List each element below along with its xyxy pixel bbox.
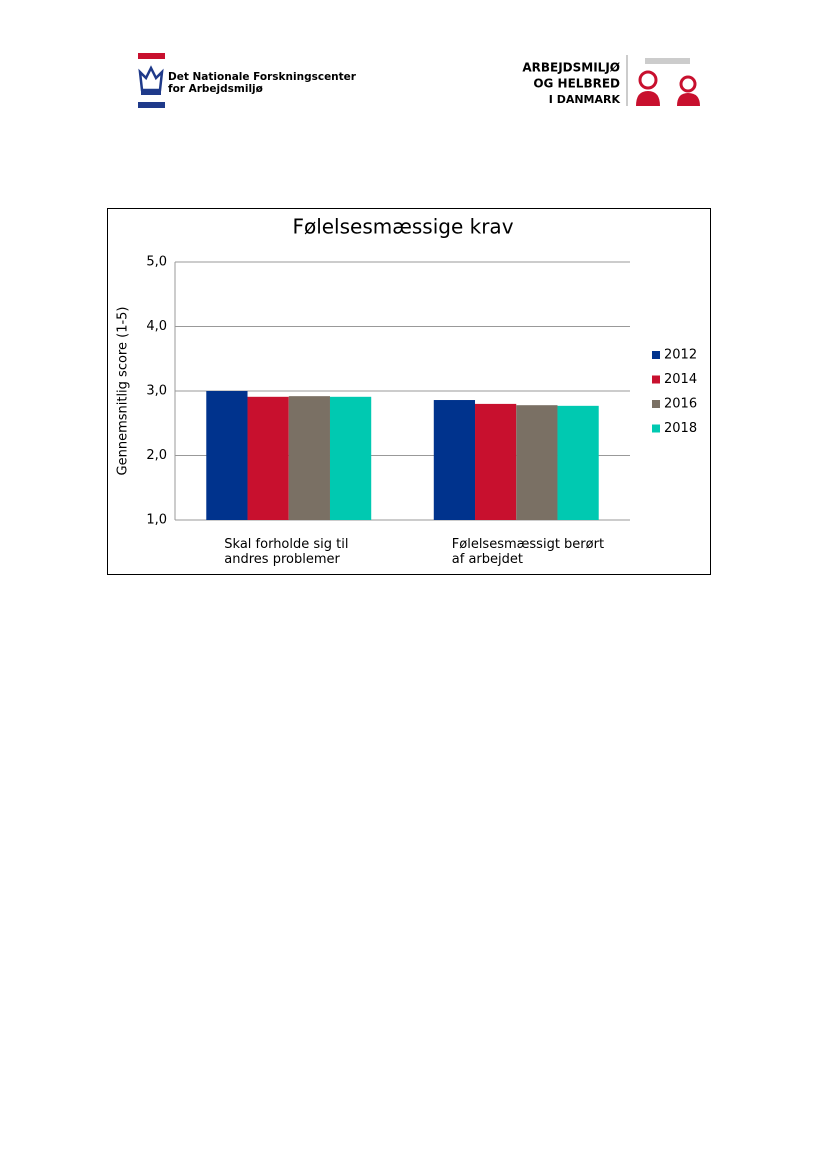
stripe [138,53,165,59]
skyline [645,58,690,64]
bar [475,403,517,520]
y-axis-label: Gennemsnitlig score (1-5) [116,307,131,476]
plot: 1,0 2,0 3,0 4,0 5,0 2012 2014 2016 2018 [146,255,697,528]
y-tick-label: 5,0 [146,255,167,270]
bar [516,405,558,520]
legend-swatch [652,351,660,359]
logo-text: for Arbejdsmiljø [168,83,263,95]
right-logo: ARBEJDSMILJØ OG HELBRED I DANMARK [522,55,700,106]
person-icon [679,75,697,93]
legend-label: 2018 [664,421,697,436]
crown-base [141,91,161,95]
legend-swatch [652,400,660,408]
person-icon [677,93,700,106]
logo-text: ARBEJDSMILJØ [522,61,620,75]
legend-label: 2012 [664,348,697,363]
crown-icon [138,65,164,92]
logo-text: OG HELBRED [533,77,620,91]
y-tick-label: 1,0 [146,513,167,528]
legend-swatch [652,424,660,433]
chart-title: Følelsesmæssige krav [292,215,513,239]
y-tick-label: 4,0 [146,319,167,334]
logo-text: I DANMARK [549,93,621,106]
bar [433,400,476,520]
bar [206,391,248,520]
person-icon [638,70,658,90]
bar [288,396,330,520]
x-tick-label: Skal forholde sig til andres problemer [224,537,349,567]
bar [247,396,289,520]
person-icon [636,91,660,106]
y-tick-label: 2,0 [146,448,167,463]
bar [557,405,599,520]
legend-label: 2014 [664,372,697,387]
bar [329,396,372,520]
x-tick-label: Følelsesmæssigt berørt af arbejdet [451,537,605,567]
legend-swatch [652,375,660,384]
logo-text: Det Nationale Forskningscenter [168,71,357,83]
legend-label: 2016 [664,397,697,412]
stripe [138,102,165,108]
left-logo: Det Nationale Forskningscenter for Arbej… [138,53,357,108]
y-tick-label: 3,0 [146,384,167,399]
